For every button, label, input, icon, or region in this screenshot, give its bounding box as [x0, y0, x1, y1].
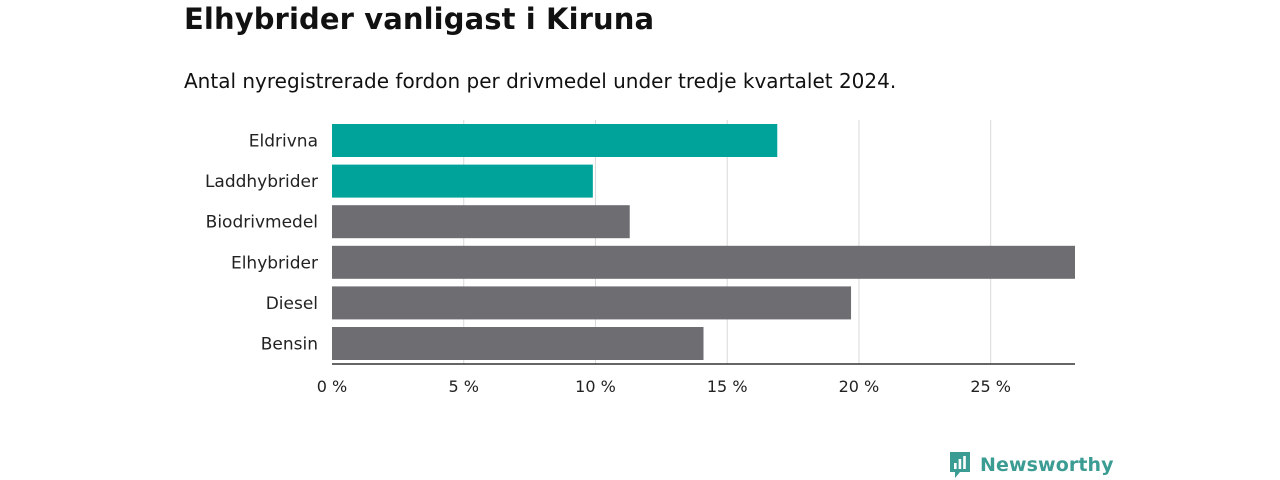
category-label: Elhybrider	[231, 253, 318, 273]
category-label: Laddhybrider	[205, 172, 318, 192]
x-tick-label: 15 %	[707, 377, 748, 396]
x-tick-label: 20 %	[839, 377, 880, 396]
brand-logo: Newsworthy	[948, 451, 1114, 479]
bar	[332, 245, 1075, 279]
bar	[332, 327, 704, 360]
category-label: Diesel	[266, 294, 318, 314]
bar	[332, 164, 593, 198]
brand-name: Newsworthy	[980, 454, 1114, 476]
category-label: Bensin	[261, 335, 318, 355]
x-axis: 0 % 5 % 10 % 15 % 20 % 25 %	[317, 363, 1075, 396]
category-labels: Eldrivna Laddhybrider Biodrivmedel Elhybrid…	[205, 132, 318, 355]
category-label: Eldrivna	[249, 132, 318, 152]
x-tick-label: 25 %	[970, 377, 1011, 396]
bar	[332, 205, 630, 239]
bar-chart-speech-bubble-icon	[950, 452, 970, 478]
chart-subtitle: Antal nyregistrerade fordon per drivmede…	[184, 69, 897, 93]
gridlines	[463, 120, 992, 364]
bar	[332, 286, 852, 320]
bars	[332, 124, 1075, 360]
chart-title: Elhybrider vanligast i Kiruna	[184, 2, 655, 36]
x-tick-label: 10 %	[575, 377, 616, 396]
category-label: Biodrivmedel	[206, 213, 318, 233]
x-tick-label: 5 %	[449, 377, 479, 396]
bar	[332, 124, 778, 157]
x-tick-label: 0 %	[317, 377, 347, 396]
